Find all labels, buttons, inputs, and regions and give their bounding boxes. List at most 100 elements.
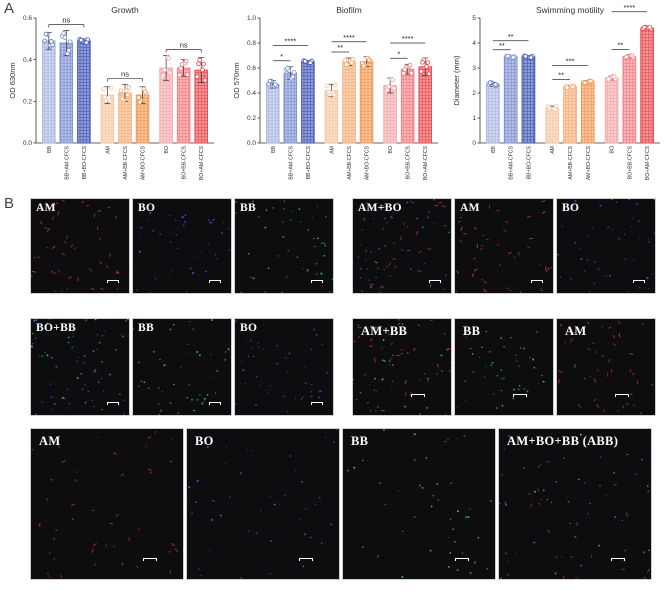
data-point xyxy=(349,60,354,65)
bar xyxy=(176,67,191,144)
bo-cell xyxy=(188,486,191,489)
bb-cell xyxy=(38,355,40,357)
am-cell xyxy=(168,550,171,553)
bo-cell xyxy=(586,259,589,262)
bb-cell xyxy=(536,330,538,333)
bo-cell xyxy=(185,291,188,293)
am-cell xyxy=(429,283,432,288)
bo-cell xyxy=(101,378,103,380)
bar xyxy=(622,56,637,144)
data-point xyxy=(101,86,106,92)
category-label: BO xyxy=(610,146,616,154)
bo-cell xyxy=(593,282,596,285)
bb-cell xyxy=(464,399,466,401)
fluorescence-signal xyxy=(456,330,545,409)
y-tick-label: 0.6 xyxy=(23,15,32,22)
bo-cell xyxy=(255,375,258,378)
bb-cell xyxy=(140,380,143,383)
scale-bar xyxy=(615,394,629,397)
data-point xyxy=(267,78,273,84)
am-cell xyxy=(53,271,57,275)
bo-cell xyxy=(146,219,148,221)
data-point xyxy=(528,55,534,60)
bb-cell xyxy=(240,291,243,293)
bb-cell xyxy=(413,516,416,518)
bo-cell xyxy=(641,458,644,461)
bo-cell xyxy=(87,390,90,393)
am-cell xyxy=(530,503,533,508)
bb-cell xyxy=(93,371,96,373)
bo-cell xyxy=(647,490,650,493)
am-cell xyxy=(407,226,409,228)
bb-cell xyxy=(96,348,98,350)
micrograph-label: AM+BO+BB (ABB) xyxy=(507,434,619,448)
bb-cell xyxy=(97,380,100,383)
bo-cell xyxy=(321,343,324,345)
am-cell xyxy=(473,257,476,260)
bb-cell xyxy=(287,249,290,252)
am-cell xyxy=(77,277,79,282)
bo-cell xyxy=(179,221,181,223)
bo-cell xyxy=(393,242,395,244)
bo-cell xyxy=(448,231,451,234)
bo-cell xyxy=(314,503,317,506)
bo-cell xyxy=(547,530,549,532)
am-cell xyxy=(629,393,633,396)
bar xyxy=(400,68,415,144)
bo-cell xyxy=(586,235,589,237)
bo-cell xyxy=(622,559,624,561)
bar xyxy=(359,61,374,144)
bb-cell xyxy=(191,398,193,401)
bo-cell xyxy=(294,397,296,400)
bo-cell xyxy=(206,446,209,449)
bb-cell xyxy=(518,384,521,387)
micrograph-panel: AM xyxy=(556,318,656,416)
am-cell xyxy=(430,319,434,321)
bo-cell xyxy=(77,356,79,358)
bo-cell xyxy=(627,290,630,293)
bb-cell xyxy=(643,551,646,554)
bb-cell xyxy=(383,359,386,363)
bb-cell xyxy=(158,413,160,415)
am-cell xyxy=(519,291,522,293)
am-cell xyxy=(651,384,654,386)
data-point xyxy=(202,77,208,83)
y-tick-label: 1.0 xyxy=(247,15,256,22)
bo-cell xyxy=(638,286,641,289)
bo-cell xyxy=(383,269,385,271)
chart-svg: Swimming motility Diameter (mm) 0 1 2 3 4 5 BB BB… xyxy=(452,3,660,180)
am-cell xyxy=(419,412,421,415)
significance-label: * xyxy=(280,52,283,61)
fluorescence-signal xyxy=(557,199,655,293)
am-cell xyxy=(369,338,373,342)
bb-cell xyxy=(441,370,443,372)
data-point xyxy=(177,72,182,78)
bo-cell xyxy=(201,218,203,220)
bo-cell xyxy=(103,390,105,392)
bo-cell xyxy=(103,330,106,332)
am-cell xyxy=(632,404,636,407)
am-cell xyxy=(612,343,617,346)
bb-cell xyxy=(101,361,103,363)
am-cell xyxy=(149,471,153,474)
am-cell xyxy=(128,537,130,542)
bo-cell xyxy=(198,568,200,571)
scale-bar xyxy=(209,402,221,405)
bo-cell xyxy=(169,273,171,275)
bo-cell xyxy=(624,258,627,261)
data-point xyxy=(342,58,348,63)
bo-cell xyxy=(212,218,215,221)
bb-cell xyxy=(67,342,70,344)
am-cell xyxy=(70,503,76,507)
am-cell xyxy=(33,256,36,259)
am-cell xyxy=(387,331,390,336)
bo-cell xyxy=(315,333,318,336)
bb-cell xyxy=(537,382,539,384)
am-cell xyxy=(506,287,509,290)
am-cell xyxy=(70,244,74,248)
micrograph-row-2-right: AM+BB BB AM xyxy=(352,318,656,416)
bb-cell xyxy=(282,236,285,238)
bo-cell xyxy=(406,201,409,204)
significance-label: ** xyxy=(558,71,564,80)
bb-cell xyxy=(481,346,483,349)
